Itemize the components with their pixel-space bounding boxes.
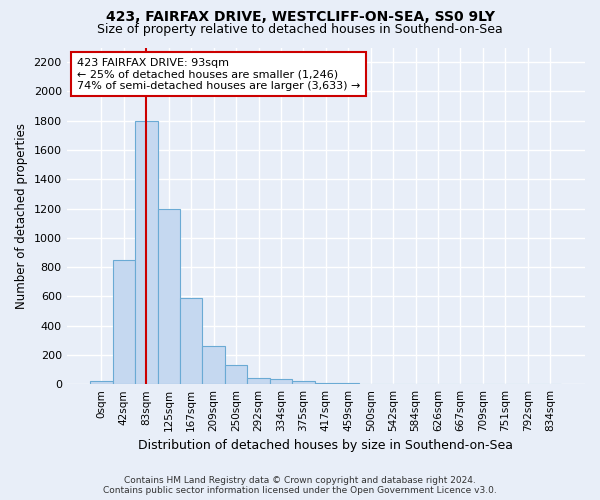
Bar — [270, 379, 292, 384]
Bar — [292, 382, 314, 384]
Bar — [247, 378, 270, 384]
Bar — [202, 346, 225, 384]
Bar — [180, 298, 202, 384]
Text: Contains HM Land Registry data © Crown copyright and database right 2024.
Contai: Contains HM Land Registry data © Crown c… — [103, 476, 497, 495]
X-axis label: Distribution of detached houses by size in Southend-on-Sea: Distribution of detached houses by size … — [139, 440, 514, 452]
Bar — [113, 260, 135, 384]
Text: 423, FAIRFAX DRIVE, WESTCLIFF-ON-SEA, SS0 9LY: 423, FAIRFAX DRIVE, WESTCLIFF-ON-SEA, SS… — [106, 10, 494, 24]
Bar — [225, 365, 247, 384]
Bar — [314, 382, 337, 384]
Y-axis label: Number of detached properties: Number of detached properties — [15, 123, 28, 309]
Bar — [158, 208, 180, 384]
Text: Size of property relative to detached houses in Southend-on-Sea: Size of property relative to detached ho… — [97, 22, 503, 36]
Bar — [90, 380, 113, 384]
Bar — [135, 120, 158, 384]
Text: 423 FAIRFAX DRIVE: 93sqm
← 25% of detached houses are smaller (1,246)
74% of sem: 423 FAIRFAX DRIVE: 93sqm ← 25% of detach… — [77, 58, 361, 91]
